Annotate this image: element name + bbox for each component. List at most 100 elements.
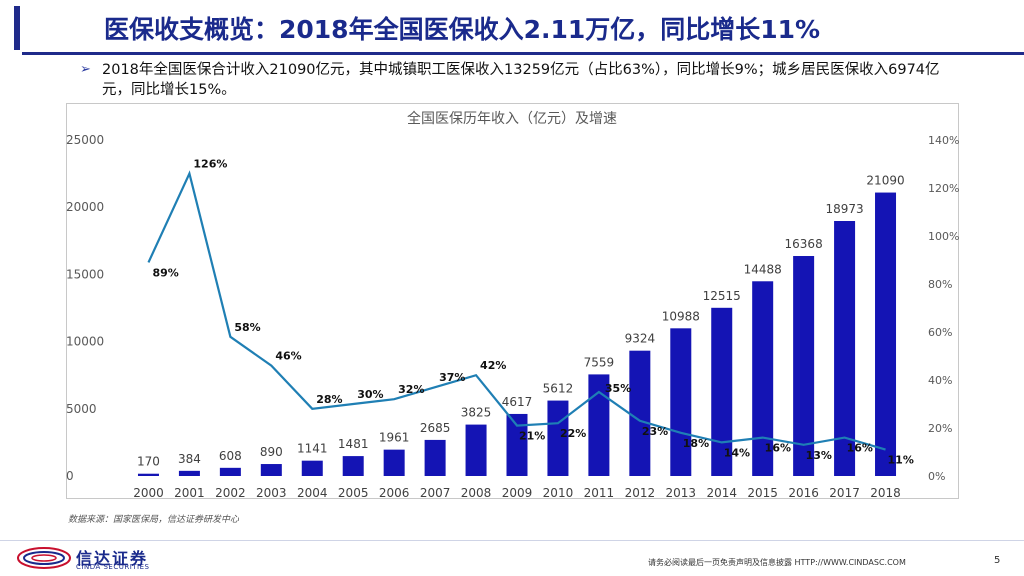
bar-label: 4617 [502,395,533,409]
growth-label: 46% [275,350,301,363]
disclaimer-link[interactable]: 请务必阅读最后一页免责声明及信息披露 HTTP://WWW.CINDASC.CO… [648,558,906,567]
left-tick-label: 15000 [66,267,104,281]
bar-2013 [670,328,692,476]
bar-2002 [219,467,241,476]
bar-2001 [178,470,200,476]
bar-2017 [834,221,856,476]
growth-label: 89% [152,266,178,279]
x-label-2012: 2012 [625,486,656,499]
bullet-text: 2018年全国医保合计收入21090亿元，其中城镇职工医保收入13259亿元（占… [102,62,940,98]
page-number: 5 [994,555,1001,566]
growth-label: 30% [357,388,383,401]
growth-labels: 89% 126% 58% 46% 28% 30% 32% 37% 42% 21% 22% 35% 23%… [152,158,913,467]
bar-2009 [506,413,528,476]
x-axis-labels: 2000 2001 2002 2003 2004 2005 2006 2007 2008 2009… [133,486,901,499]
left-tick-label: 25000 [66,133,104,147]
growth-label: 18% [683,437,709,450]
growth-label: 14% [724,446,750,459]
left-tick-label: 10000 [66,335,104,349]
title-accent-bar [14,6,20,50]
growth-label: 32% [398,383,424,396]
growth-label: 37% [439,371,465,384]
growth-label: 21% [519,430,545,443]
right-tick-label: 40% [928,374,952,387]
x-label-2016: 2016 [788,486,819,499]
bar-label: 10988 [662,309,700,323]
left-tick-label: 0 [66,469,74,483]
bar-labels: 170 384 608 890 1141 1481 1961 2685 3825 4617 5612… [137,174,905,469]
x-label-2014: 2014 [706,486,737,499]
x-label-2018: 2018 [870,486,901,499]
bar-label: 608 [219,449,242,463]
bar-label: 12515 [703,289,741,303]
bar-2018 [875,192,897,476]
source-note: 数据来源：国家医保局，信达证券研发中心 [68,515,240,525]
x-label-2002: 2002 [215,486,246,499]
x-label-2009: 2009 [502,486,533,499]
x-label-2005: 2005 [338,486,369,499]
bar-label: 170 [137,455,160,469]
bar-label: 5612 [543,382,574,396]
title-bar [22,6,1024,50]
bar-2011 [588,374,610,476]
revenue-chart: 全国医保历年收入（亿元）及增速 0 5000 10000 15000 20000 2500… [66,110,959,499]
growth-label: 28% [316,393,342,406]
bar-label: 384 [178,452,201,466]
right-tick-label: 80% [928,278,952,291]
growth-series-line [147,170,886,451]
x-label-2008: 2008 [461,486,492,499]
bar-label: 2685 [420,421,451,435]
right-tick-label: 120% [928,182,959,195]
growth-label: 42% [480,359,506,372]
right-tick-label: 140% [928,134,959,147]
growth-label: 22% [560,427,586,440]
page-title: 医保收支概览：2018年全国医保收入2.11万亿，同比增长11% [104,15,821,44]
x-label-2013: 2013 [666,486,697,499]
footer-divider [0,540,1024,541]
bar-label: 9324 [625,332,656,346]
left-tick-label: 5000 [66,402,97,416]
bar-label: 21090 [866,174,904,188]
growth-label: 11% [888,454,914,467]
bar-2008 [465,424,487,476]
right-axis-ticks: 0% 20% 40% 60% 80% 100% 120% 140% [928,134,959,483]
bars [137,192,897,476]
x-label-2007: 2007 [420,486,451,499]
bar-label: 1481 [338,437,369,451]
growth-label: 16% [765,442,791,455]
right-tick-label: 100% [928,230,959,243]
bar-label: 14488 [744,262,782,276]
bar-label: 1961 [379,431,410,445]
logo-text-cn: 信达证券 [76,549,149,568]
bar-label: 3825 [461,406,492,420]
left-axis-ticks: 0 5000 10000 15000 20000 25000 [66,133,104,483]
x-label-2001: 2001 [174,486,205,499]
x-label-2011: 2011 [584,486,615,499]
bullet-arrow-icon: ➢ [80,62,91,77]
left-tick-label: 20000 [66,200,104,214]
bar-2006 [383,449,405,476]
growth-label: 58% [234,321,260,334]
logo-text-en: CINDA SECURITIES [76,563,150,571]
growth-line [147,170,886,451]
bar-2005 [342,456,364,476]
x-label-2000: 2000 [133,486,164,499]
x-label-2004: 2004 [297,486,328,499]
x-label-2006: 2006 [379,486,410,499]
cinda-logo-icon [17,547,71,569]
bar-2004 [301,460,323,476]
x-label-2017: 2017 [829,486,860,499]
x-label-2015: 2015 [747,486,778,499]
bar-label: 890 [260,445,283,459]
bar-2000 [137,473,159,476]
right-tick-label: 60% [928,326,952,339]
title-underline [22,52,1024,55]
right-tick-label: 0% [928,470,945,483]
bar-label: 16368 [785,237,823,251]
bar-2016 [793,256,815,476]
right-tick-label: 20% [928,422,952,435]
growth-label: 16% [847,442,873,455]
bar-2007 [424,439,446,476]
x-label-2003: 2003 [256,486,287,499]
growth-label: 126% [193,158,227,171]
